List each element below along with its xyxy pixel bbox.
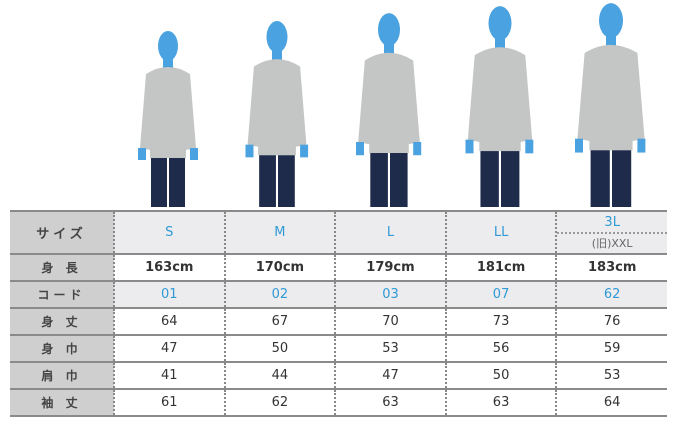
size-3l-old-name: (旧)XXL (557, 231, 667, 251)
size-header-row: サイズ S M L LL 3L (旧)XXL (10, 210, 667, 254)
value-cell: 44 (223, 361, 336, 389)
value-cell: 76 (555, 307, 667, 335)
value-cell: 183cm (555, 253, 667, 281)
value-cell: 50 (223, 334, 336, 362)
size-3l: 3L (604, 214, 620, 230)
value-cell: 63 (444, 388, 557, 417)
size-cell: L (334, 210, 446, 254)
table-row: 身 長 163cm 170cm 179cm 181cm 183cm (10, 253, 667, 281)
model-figure (575, 3, 646, 207)
value-cell: 61 (113, 388, 225, 417)
value-cell: 63 (334, 388, 446, 417)
size-cell: 3L (旧)XXL (555, 210, 667, 254)
value-cell: 73 (444, 307, 557, 335)
value-cell: 163cm (113, 253, 225, 281)
model-figure (245, 21, 309, 207)
size-cell: S (113, 210, 225, 254)
model-figure (465, 6, 534, 207)
value-cell: 03 (334, 280, 446, 308)
value-cell: 47 (113, 334, 225, 362)
row-label: サイズ (10, 210, 114, 254)
size-cell: LL (444, 210, 557, 254)
size-cell: M (223, 210, 336, 254)
value-cell: 50 (444, 361, 557, 389)
row-label: 身 巾 (10, 334, 114, 362)
value-cell: 170cm (223, 253, 336, 281)
row-label: 身 丈 (10, 307, 114, 335)
value-cell: 62 (223, 388, 336, 417)
value-cell: 67 (223, 307, 336, 335)
value-cell: 64 (555, 388, 667, 417)
value-cell: 02 (223, 280, 336, 308)
value-cell: 47 (334, 361, 446, 389)
value-cell: 07 (444, 280, 557, 308)
value-cell: 56 (444, 334, 557, 362)
model-figures (138, 3, 646, 207)
model-figure (356, 13, 422, 207)
table-row: コード 01 02 03 07 62 (10, 280, 667, 308)
value-cell: 62 (555, 280, 667, 308)
table-row: 身 巾 47 50 53 56 59 (10, 334, 667, 362)
model-figure (138, 31, 198, 207)
row-label: 肩 巾 (10, 361, 114, 389)
table-row: 肩 巾 41 44 47 50 53 (10, 361, 667, 389)
value-cell: 70 (334, 307, 446, 335)
value-cell: 59 (555, 334, 667, 362)
row-label: 袖 丈 (10, 388, 114, 417)
size-chart-table: サイズ S M L LL 3L (旧)XXL 身 長 163cm 170cm 179cm… (10, 210, 667, 417)
value-cell: 53 (334, 334, 446, 362)
table-row: 身 丈 64 67 70 73 76 (10, 307, 667, 335)
value-cell: 179cm (334, 253, 446, 281)
value-cell: 53 (555, 361, 667, 389)
table-row: 袖 丈 61 62 63 63 64 (10, 388, 667, 417)
value-cell: 41 (113, 361, 225, 389)
row-label: 身 長 (10, 253, 114, 281)
value-cell: 64 (113, 307, 225, 335)
row-label: コード (10, 280, 114, 308)
value-cell: 01 (113, 280, 225, 308)
value-cell: 181cm (444, 253, 557, 281)
